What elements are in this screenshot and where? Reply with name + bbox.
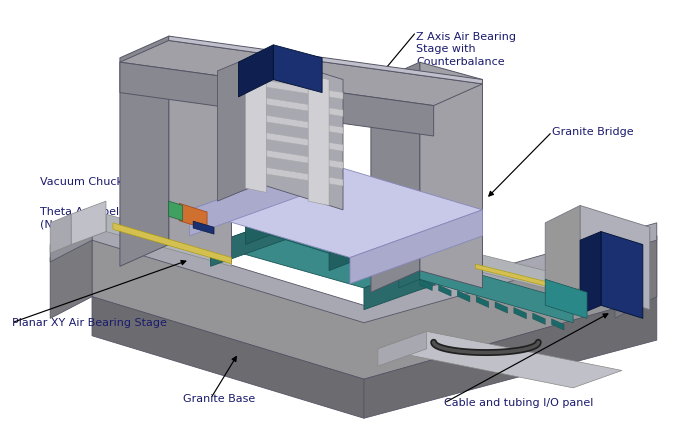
Polygon shape xyxy=(120,41,482,106)
Polygon shape xyxy=(350,210,482,284)
Polygon shape xyxy=(378,331,622,388)
Polygon shape xyxy=(329,232,385,271)
Polygon shape xyxy=(71,201,106,245)
Polygon shape xyxy=(246,205,301,245)
Polygon shape xyxy=(106,214,232,266)
Polygon shape xyxy=(239,45,273,97)
Polygon shape xyxy=(92,223,657,323)
Text: Theta Axis below chuck
(Not visible): Theta Axis below chuck (Not visible) xyxy=(40,207,172,230)
Polygon shape xyxy=(399,257,420,288)
Polygon shape xyxy=(120,36,169,266)
Polygon shape xyxy=(218,53,260,201)
Polygon shape xyxy=(308,75,329,205)
Text: Vacuum Chuck: Vacuum Chuck xyxy=(40,177,122,187)
Polygon shape xyxy=(495,302,508,313)
Polygon shape xyxy=(533,313,545,324)
Polygon shape xyxy=(179,203,207,229)
Polygon shape xyxy=(120,62,434,136)
Polygon shape xyxy=(580,232,601,314)
Polygon shape xyxy=(92,297,364,418)
Polygon shape xyxy=(420,279,433,291)
Polygon shape xyxy=(260,132,343,151)
Polygon shape xyxy=(371,62,420,292)
Polygon shape xyxy=(378,331,427,366)
Polygon shape xyxy=(169,36,232,262)
Text: Granite Bridge: Granite Bridge xyxy=(552,127,634,137)
Polygon shape xyxy=(545,205,580,305)
Polygon shape xyxy=(50,214,71,253)
Polygon shape xyxy=(169,201,183,221)
Polygon shape xyxy=(457,291,470,302)
Polygon shape xyxy=(420,257,573,323)
Polygon shape xyxy=(273,45,322,93)
Polygon shape xyxy=(246,62,266,192)
Polygon shape xyxy=(190,162,322,236)
Polygon shape xyxy=(190,162,482,257)
Polygon shape xyxy=(113,223,232,264)
Polygon shape xyxy=(364,253,461,310)
Polygon shape xyxy=(260,149,343,169)
Polygon shape xyxy=(50,236,92,319)
Polygon shape xyxy=(260,114,343,134)
Text: Z Axis Air Bearing
Stage with
Counterbalance: Z Axis Air Bearing Stage with Counterbal… xyxy=(416,32,516,66)
Polygon shape xyxy=(420,62,482,288)
Polygon shape xyxy=(364,297,657,418)
Polygon shape xyxy=(475,264,615,303)
Polygon shape xyxy=(615,236,657,319)
Polygon shape xyxy=(514,308,526,319)
Polygon shape xyxy=(50,223,92,262)
Polygon shape xyxy=(260,80,343,99)
Polygon shape xyxy=(580,205,650,310)
Text: Planar XY Air Bearing Stage: Planar XY Air Bearing Stage xyxy=(12,318,167,328)
Polygon shape xyxy=(545,279,587,319)
Polygon shape xyxy=(438,285,451,296)
Polygon shape xyxy=(211,210,461,288)
Polygon shape xyxy=(476,296,489,308)
Polygon shape xyxy=(615,275,650,305)
Polygon shape xyxy=(246,205,385,253)
Polygon shape xyxy=(169,36,482,84)
Polygon shape xyxy=(260,166,343,186)
Polygon shape xyxy=(260,97,343,116)
Polygon shape xyxy=(260,53,343,210)
Text: Cable and tubing I/O panel: Cable and tubing I/O panel xyxy=(444,398,594,408)
Text: Granite Base: Granite Base xyxy=(183,394,255,404)
Polygon shape xyxy=(552,319,564,330)
Polygon shape xyxy=(601,232,643,319)
Polygon shape xyxy=(193,221,214,234)
Polygon shape xyxy=(211,210,308,266)
Polygon shape xyxy=(92,236,657,379)
Polygon shape xyxy=(475,253,615,305)
Polygon shape xyxy=(71,214,106,245)
